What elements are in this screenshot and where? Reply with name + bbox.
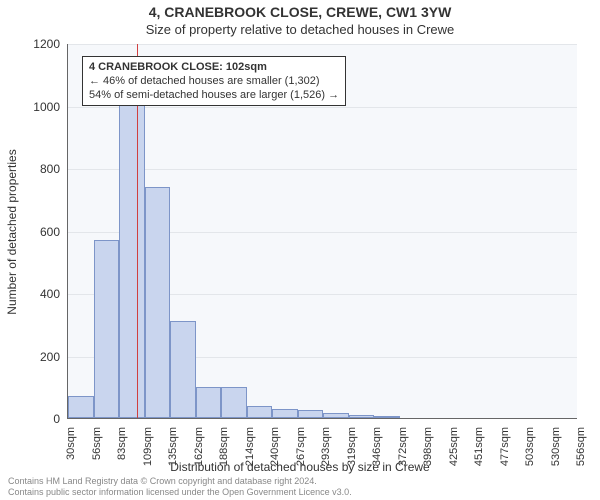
xtick-label: 346sqm (371, 427, 383, 466)
xtick-label: 162sqm (193, 427, 205, 466)
xtick-label: 556sqm (575, 427, 587, 466)
histogram-bar (349, 415, 375, 418)
xtick-label: 451sqm (473, 427, 485, 466)
histogram-bar (272, 409, 298, 418)
histogram-bar (221, 387, 247, 418)
chart-subtitle: Size of property relative to detached ho… (0, 22, 600, 37)
xtick-label: 503sqm (524, 427, 536, 466)
xtick-label: 109sqm (142, 427, 154, 466)
xtick-label: 30sqm (65, 427, 77, 460)
histogram-bar (298, 410, 324, 418)
chart-container: 4, CRANEBROOK CLOSE, CREWE, CW1 3YW Size… (0, 0, 600, 500)
histogram-bar (247, 406, 273, 419)
xtick-label: 530sqm (550, 427, 562, 466)
chart-title: 4, CRANEBROOK CLOSE, CREWE, CW1 3YW (0, 4, 600, 20)
xtick-label: 477sqm (499, 427, 511, 466)
xtick-label: 398sqm (422, 427, 434, 466)
xtick-label: 267sqm (295, 427, 307, 466)
histogram-bar (68, 396, 94, 418)
ytick-label: 600 (20, 225, 60, 239)
ytick-label: 1000 (20, 100, 60, 114)
footer-line-1: Contains HM Land Registry data © Crown c… (8, 476, 352, 487)
histogram-bar (119, 77, 145, 418)
y-axis-label: Number of detached properties (5, 149, 19, 314)
ytick-label: 0 (20, 412, 60, 426)
xtick-label: 56sqm (91, 427, 103, 460)
annotation-box: 4 CRANEBROOK CLOSE: 102sqm ← 46% of deta… (82, 56, 346, 106)
ytick-label: 400 (20, 287, 60, 301)
xtick-label: 240sqm (269, 427, 281, 466)
annotation-line-3: 54% of semi-detached houses are larger (… (89, 88, 339, 102)
histogram-bar (94, 240, 120, 418)
xtick-label: 188sqm (218, 427, 230, 466)
histogram-bar (196, 387, 222, 418)
xtick-label: 214sqm (244, 427, 256, 466)
histogram-bar (145, 187, 171, 418)
ytick-label: 1200 (20, 37, 60, 51)
xtick-label: 372sqm (397, 427, 409, 466)
ytick-label: 800 (20, 162, 60, 176)
footer-line-2: Contains public sector information licen… (8, 487, 352, 498)
ytick-label: 200 (20, 350, 60, 364)
xtick-label: 135sqm (167, 427, 179, 466)
histogram-bar (170, 321, 196, 418)
histogram-bar (323, 413, 349, 418)
footer-text: Contains HM Land Registry data © Crown c… (8, 476, 352, 498)
xtick-label: 293sqm (320, 427, 332, 466)
annotation-line-1: 4 CRANEBROOK CLOSE: 102sqm (89, 60, 339, 74)
xtick-label: 425sqm (448, 427, 460, 466)
xtick-label: 83sqm (116, 427, 128, 460)
annotation-line-2: ← 46% of detached houses are smaller (1,… (89, 74, 339, 88)
xtick-label: 319sqm (346, 427, 358, 466)
histogram-bar (374, 416, 400, 419)
gridline (68, 44, 577, 45)
